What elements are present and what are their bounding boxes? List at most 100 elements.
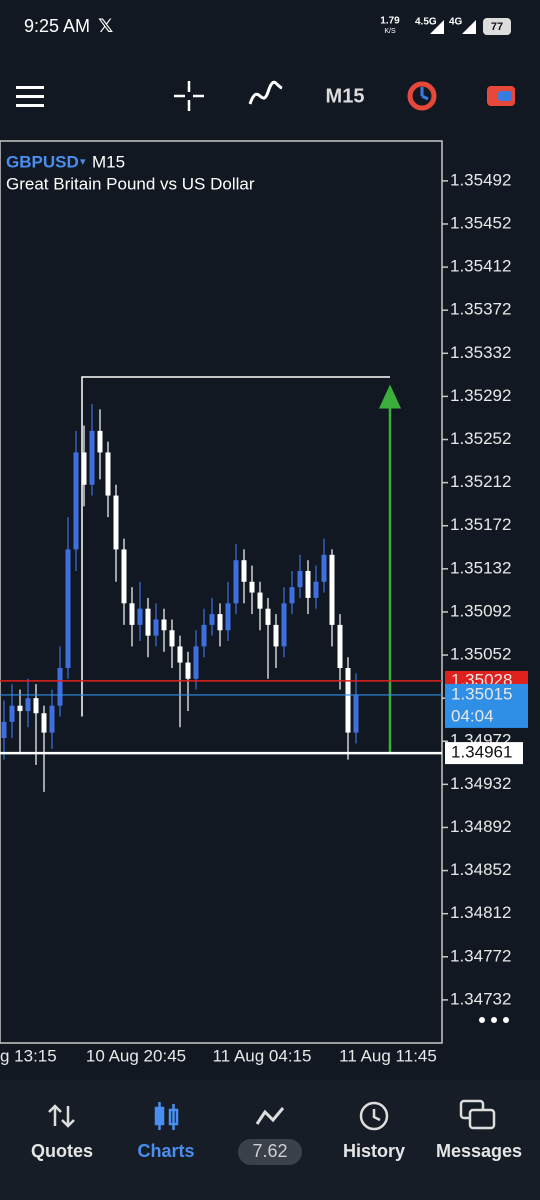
candle-body — [201, 624, 207, 647]
candle-body — [297, 570, 303, 588]
chart-frame — [0, 140, 443, 1044]
candle-body — [145, 608, 151, 636]
candle-body — [313, 581, 319, 598]
y-tick-label: 1.35252 — [450, 429, 511, 448]
trade-button[interactable] — [407, 81, 437, 111]
candle-body — [177, 646, 183, 663]
y-tick-label: 1.34772 — [450, 946, 511, 965]
x-tick-label: g 13:15 — [0, 1046, 57, 1065]
history-icon — [359, 1101, 389, 1131]
candle-body — [321, 554, 327, 582]
rectangle-object — [81, 376, 390, 717]
y-tick-label: 1.35452 — [450, 213, 511, 232]
candle-body — [97, 430, 103, 453]
quotes-icon — [48, 1104, 75, 1128]
y-tick-label: 1.35092 — [450, 601, 511, 620]
candle-body — [49, 705, 55, 733]
net-label: 4.5G — [415, 17, 437, 28]
candle-body — [81, 452, 87, 485]
speed-unit: K/S — [384, 28, 396, 35]
nav-item[interactable]: Charts — [137, 1141, 194, 1161]
y-tick-label: 1.35372 — [450, 300, 511, 319]
more-button[interactable] — [479, 1017, 509, 1023]
candle-body — [65, 549, 71, 668]
level-label-box — [445, 742, 523, 765]
candle-body — [305, 570, 311, 598]
candle-body — [217, 614, 223, 631]
x-icon: 𝕏 — [98, 16, 113, 37]
y-tick-label: 1.35412 — [450, 257, 511, 276]
x-tick-label: 11 Aug 11:45 — [339, 1046, 437, 1065]
y-tick-label: 1.35332 — [450, 343, 511, 362]
candle-body — [1, 721, 7, 739]
balance-pill — [238, 1139, 302, 1165]
chart-timeframe: M15 — [92, 152, 125, 171]
candle-body — [193, 646, 199, 679]
net-label: 4G — [449, 17, 463, 28]
signal-icon — [430, 20, 444, 34]
candle-body — [57, 667, 63, 706]
candle-body — [169, 630, 175, 647]
nav-item[interactable]: History — [343, 1141, 405, 1161]
y-tick-label: 1.35212 — [450, 472, 511, 491]
x-tick-label: 11 Aug 04:15 — [213, 1046, 312, 1065]
candle-body — [225, 603, 231, 631]
y-tick-label: 1.34732 — [450, 989, 511, 1008]
symbol[interactable]: GBPUSD — [6, 152, 79, 171]
signal-icon — [462, 20, 476, 34]
balance-value[interactable]: 7.62 — [252, 1141, 287, 1161]
candle-body — [137, 608, 143, 625]
bid-countdown: 04:04 — [451, 706, 494, 725]
menu-button[interactable] — [16, 86, 44, 107]
y-tick-label: 1.34852 — [450, 860, 511, 879]
speed: 1.79 — [380, 16, 400, 27]
candle-body — [289, 587, 295, 604]
candle-body — [105, 452, 111, 496]
y-tick-label: 1.34892 — [450, 817, 511, 836]
timeframe-button[interactable]: M15 — [326, 85, 365, 107]
bid-label-box — [445, 683, 528, 728]
battery-icon — [483, 18, 511, 35]
y-tick-label: 1.35052 — [450, 645, 511, 664]
candle-body — [273, 624, 279, 647]
candle-body — [233, 560, 239, 604]
arrow-head — [379, 384, 401, 409]
candle-body — [353, 694, 359, 733]
candle-body — [113, 495, 119, 550]
crosshair-button[interactable] — [174, 81, 204, 111]
bid-label: 1.35015 — [451, 684, 512, 703]
y-tick-label: 1.35292 — [450, 386, 511, 405]
battery-level: 77 — [491, 21, 503, 33]
y-tick-label: 1.35492 — [450, 170, 511, 189]
x-tick-label: 10 Aug 20:45 — [86, 1046, 186, 1065]
symbol-dropdown[interactable]: ▾ — [80, 156, 86, 168]
candle-body — [121, 549, 127, 604]
candle-body — [41, 713, 47, 733]
y-tick-label: 1.35132 — [450, 558, 511, 577]
trade-icon — [255, 1107, 285, 1125]
level-label: 1.34961 — [451, 743, 512, 762]
y-tick-label: 1.34932 — [450, 774, 511, 793]
candle-body — [33, 698, 39, 714]
nav-item[interactable]: Messages — [436, 1141, 522, 1161]
candle-body — [249, 581, 255, 593]
nav-item[interactable]: Quotes — [31, 1141, 93, 1161]
candle-body — [89, 430, 95, 485]
y-tick-label: 1.35172 — [450, 515, 511, 534]
candle-body — [281, 603, 287, 647]
candle-body — [185, 662, 191, 679]
candle-body — [265, 608, 271, 625]
account-button[interactable] — [487, 86, 515, 106]
candle-body — [257, 592, 263, 609]
candle-body — [25, 698, 31, 712]
candle-body — [161, 619, 167, 631]
candle-body — [241, 560, 247, 582]
y-tick-label: 1.34812 — [450, 903, 511, 922]
candle-body — [345, 667, 351, 733]
candle-body — [73, 452, 79, 550]
indicators-button[interactable] — [248, 80, 283, 105]
candle-body — [17, 705, 23, 712]
candle-body — [153, 619, 159, 636]
